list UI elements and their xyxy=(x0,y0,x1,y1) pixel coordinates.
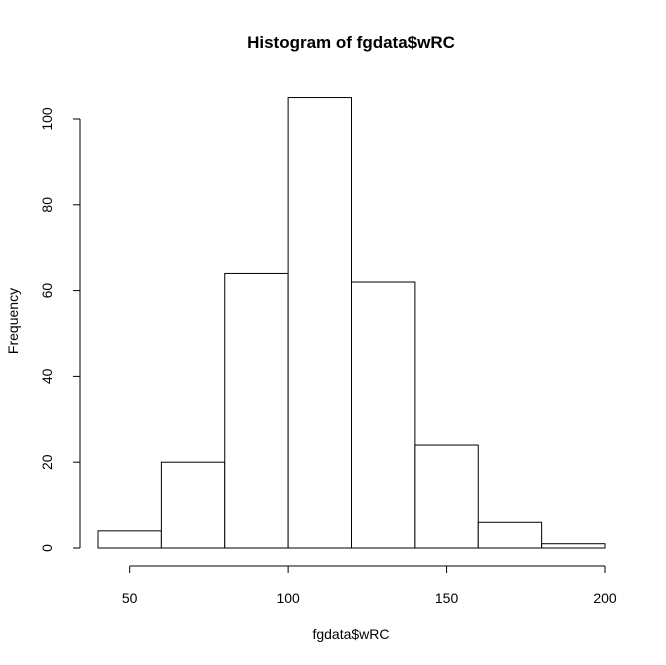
y-tick-label: 80 xyxy=(39,197,55,213)
x-tick-label: 150 xyxy=(435,590,459,606)
y-tick-label: 20 xyxy=(39,454,55,470)
y-tick-label: 40 xyxy=(39,368,55,384)
x-axis-label: fgdata$wRC xyxy=(312,626,389,642)
bar-60-80 xyxy=(160,461,226,549)
y-tick-label: 60 xyxy=(39,283,55,299)
bar-140-160 xyxy=(414,444,479,549)
bar-100-120 xyxy=(287,97,352,549)
x-tick-label: 50 xyxy=(122,590,138,606)
bar-180-200 xyxy=(541,543,606,549)
y-axis: 0 20 40 60 80 100 xyxy=(39,107,81,552)
bar-40-60 xyxy=(97,530,162,549)
bar-160-180 xyxy=(477,521,543,549)
bar-120-140 xyxy=(351,281,416,549)
chart-title: Histogram of fgdata$wRC xyxy=(247,33,455,52)
x-tick-label: 200 xyxy=(593,590,617,606)
y-axis-label: Frequency xyxy=(5,288,21,354)
bars-group xyxy=(97,97,606,549)
y-tick-label: 100 xyxy=(39,107,55,131)
x-tick-label: 100 xyxy=(276,590,300,606)
bar-80-100 xyxy=(224,272,289,549)
x-axis: 50 100 150 200 xyxy=(122,565,617,606)
y-tick-label: 0 xyxy=(39,544,55,552)
